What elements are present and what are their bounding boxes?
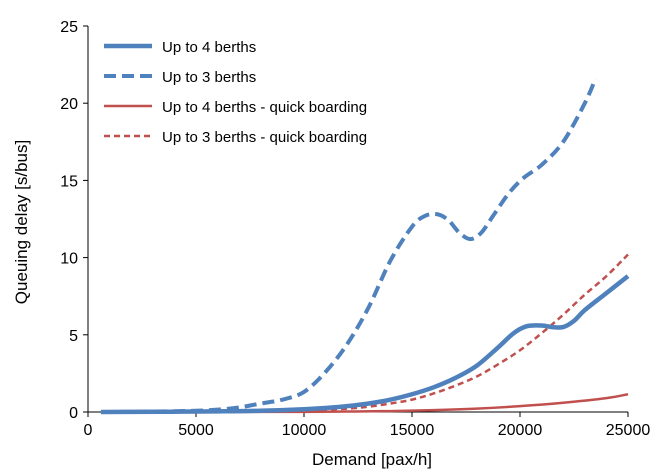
x-axis-label: Demand [pax/h]: [312, 450, 432, 469]
x-tick-label: 15000: [390, 422, 435, 439]
series-line-up-to-3-berths: [100, 77, 598, 414]
y-tick-label: 20: [60, 96, 78, 113]
series-layer: [100, 77, 630, 415]
x-tick-label: 25000: [606, 422, 651, 439]
y-tick-label: 15: [60, 173, 78, 190]
x-tick-label: 10000: [282, 422, 327, 439]
x-tick-label: 0: [84, 422, 93, 439]
legend-label: Up to 3 berths - quick boarding: [162, 129, 367, 146]
x-tick-label: 5000: [178, 422, 214, 439]
axes: 0 5 10 15 20 25 0 5000 10000 15000 20000 25000: [60, 19, 650, 439]
y-tick-label: 10: [60, 251, 78, 268]
legend-label: Up to 4 berths - quick boarding: [162, 99, 367, 116]
legend-label: Up to 3 berths: [162, 69, 256, 86]
legend: Up to 4 berths Up to 3 berths Up to 4 bert…: [104, 39, 367, 146]
series-line-up-to-4-berths: [100, 274, 630, 415]
legend-label: Up to 4 berths: [162, 39, 256, 56]
y-axis-label: Queuing delay [s/bus]: [12, 140, 31, 304]
x-tick-label: 20000: [498, 422, 543, 439]
y-tick-label: 25: [60, 19, 78, 36]
series-line-up-to-3-berths-quick-boarding: [100, 253, 629, 414]
y-tick-label: 0: [69, 405, 78, 422]
y-tick-label: 5: [69, 328, 78, 345]
